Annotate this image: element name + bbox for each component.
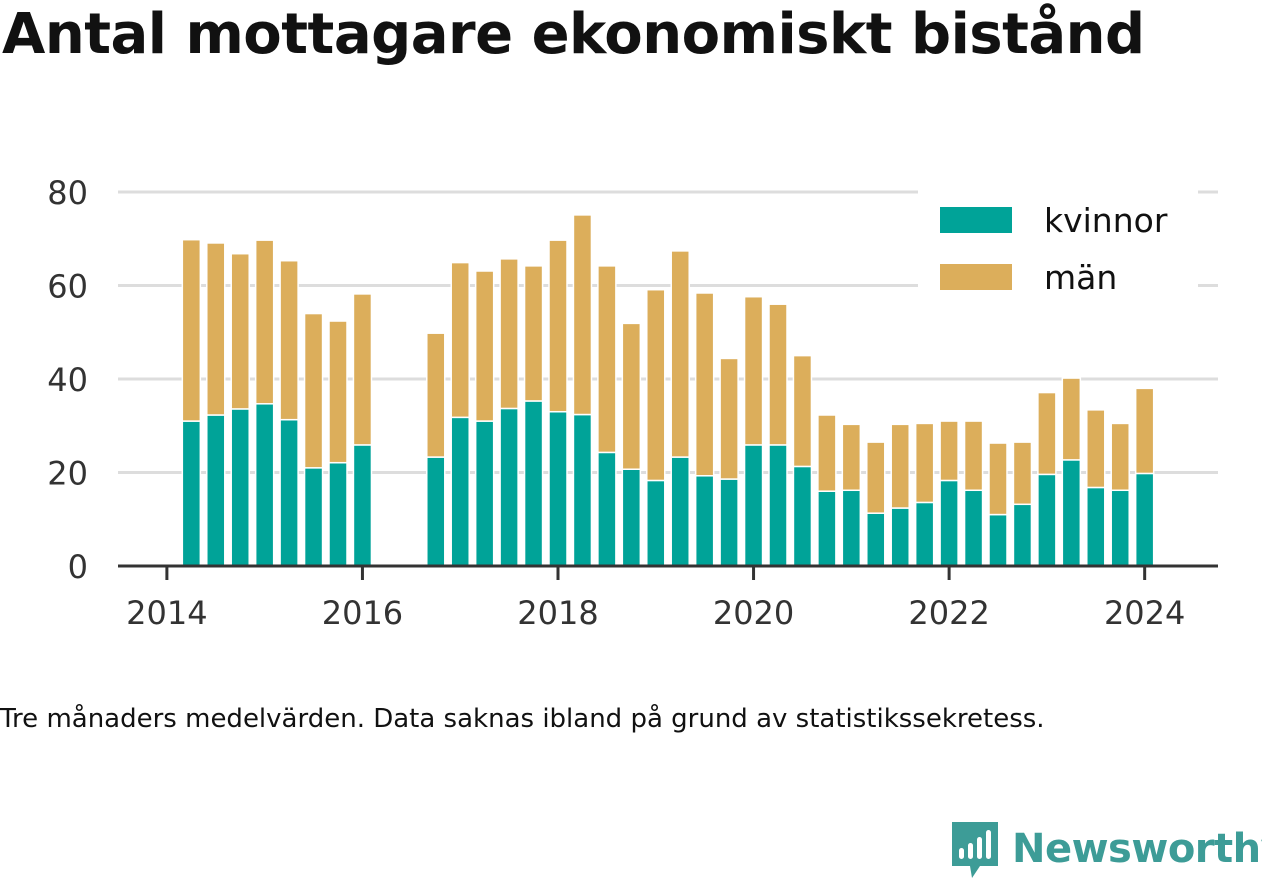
bar-kvinnor	[866, 512, 886, 567]
bar-man	[426, 332, 446, 458]
bar-man	[206, 242, 226, 416]
bar-kvinnor	[890, 507, 910, 567]
bar-kvinnor	[597, 451, 617, 567]
legend-label: män	[1044, 258, 1117, 297]
bar-man	[181, 238, 202, 422]
bar-man	[914, 422, 935, 504]
bar-man	[963, 420, 984, 492]
brand-name: Newsworthy	[1012, 826, 1262, 872]
bar-kvinnor	[499, 407, 519, 567]
bar-man	[1012, 441, 1033, 506]
bar-kvinnor	[939, 479, 959, 567]
x-tick-label: 2014	[126, 594, 207, 632]
legend-swatch	[940, 264, 1012, 290]
bar-man	[303, 312, 324, 469]
bar-kvinnor	[450, 416, 470, 567]
y-tick-label: 0	[68, 548, 88, 586]
bar-man	[817, 414, 837, 492]
x-tick-label: 2024	[1104, 594, 1185, 632]
bar-man	[1110, 422, 1130, 492]
bar-man	[988, 442, 1008, 516]
bar-man	[1134, 387, 1155, 475]
x-tick-label: 2016	[322, 594, 403, 632]
bar-kvinnor	[1037, 473, 1057, 567]
bar-man	[279, 259, 299, 421]
bar-man	[1086, 409, 1106, 489]
bar-kvinnor	[254, 403, 275, 567]
bar-kvinnor	[352, 444, 373, 567]
bar-man	[254, 239, 275, 405]
bar-man	[768, 303, 788, 446]
bar-kvinnor	[1061, 459, 1082, 567]
bar-man	[719, 357, 739, 480]
bar-kvinnor	[694, 475, 715, 567]
bar-man	[597, 265, 617, 454]
bar-kvinnor	[914, 501, 935, 567]
legend-swatch	[940, 207, 1012, 233]
bar-kvinnor	[181, 420, 202, 567]
bar-man	[1037, 391, 1057, 476]
bar-man	[743, 295, 764, 446]
bar-man	[572, 214, 593, 416]
legend-label: kvinnor	[1044, 201, 1168, 240]
bar-man	[866, 441, 886, 514]
x-tick-label: 2020	[713, 594, 794, 632]
bar-kvinnor	[670, 456, 690, 567]
newsworthy-logo-icon	[952, 822, 998, 878]
bar-kvinnor	[230, 408, 250, 567]
y-tick-label: 20	[47, 455, 88, 493]
bar-kvinnor	[1086, 486, 1106, 567]
bar-man	[1061, 377, 1082, 461]
bar-kvinnor	[279, 418, 299, 567]
bar-man	[450, 261, 470, 419]
bar-kvinnor	[841, 489, 862, 567]
bar-kvinnor	[1134, 472, 1155, 567]
bar-kvinnor	[1012, 503, 1033, 567]
bar-man	[670, 250, 690, 458]
bar-kvinnor	[817, 490, 837, 567]
bar-man	[890, 423, 910, 509]
stacked-bar-chart: 0 20 40 60 80 2014 2016 2018 2020 2022 2024 kvinno…	[47, 174, 1218, 632]
bar-kvinnor	[523, 400, 544, 567]
y-tick-label: 80	[47, 174, 88, 212]
legend: kvinnor män	[918, 188, 1198, 308]
chart-title: Antal mottagare ekonomiskt bistånd	[2, 2, 1145, 67]
bar-man	[230, 252, 250, 410]
bar-man	[352, 293, 373, 446]
bar-kvinnor	[719, 478, 739, 567]
chart-caption: Tre månaders medelvärden. Data saknas ib…	[0, 704, 1045, 734]
bar-kvinnor	[303, 467, 324, 567]
bar-kvinnor	[328, 461, 348, 567]
bar-man	[474, 270, 495, 422]
bar-man	[694, 292, 715, 477]
axes: 0 20 40 60 80 2014 2016 2018 2020 2022 2024	[47, 174, 1218, 632]
brand: Newsworthy	[950, 818, 1262, 880]
bar-kvinnor	[792, 465, 813, 567]
bar-man	[841, 423, 862, 492]
bar-man	[939, 420, 959, 482]
bar-man	[499, 258, 519, 410]
bar-kvinnor	[548, 410, 568, 567]
bar-kvinnor	[646, 479, 666, 567]
bar-kvinnor	[743, 444, 764, 567]
x-tick-label: 2018	[517, 594, 598, 632]
bar-kvinnor	[963, 489, 984, 567]
y-tick-label: 40	[47, 361, 88, 399]
bar-man	[792, 354, 813, 468]
bar-kvinnor	[621, 468, 642, 567]
y-tick-label: 60	[47, 268, 88, 306]
bar-man	[548, 239, 568, 413]
x-tick-label: 2022	[908, 594, 989, 632]
bar-kvinnor	[206, 414, 226, 567]
bar-kvinnor	[426, 456, 446, 567]
bar-man	[621, 322, 642, 470]
bar-kvinnor	[1110, 489, 1130, 567]
bar-man	[328, 320, 348, 464]
bar-man	[523, 265, 544, 402]
bar-man	[646, 288, 666, 482]
bar-kvinnor	[768, 444, 788, 567]
bar-kvinnor	[572, 413, 593, 567]
bar-kvinnor	[988, 513, 1008, 567]
bar-kvinnor	[474, 420, 495, 567]
